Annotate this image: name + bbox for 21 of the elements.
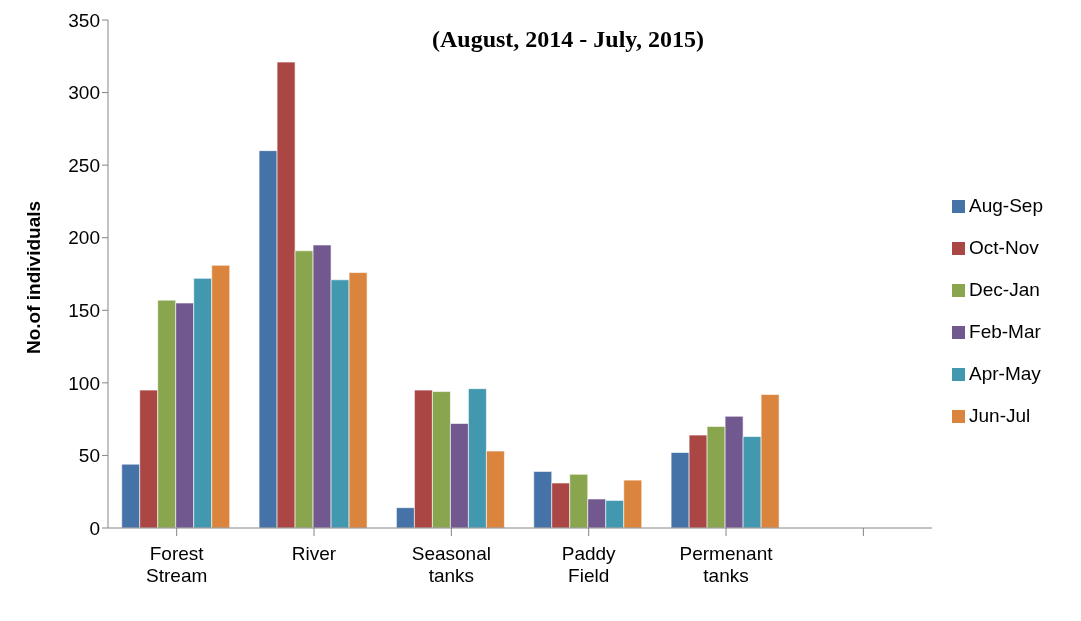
legend-label: Feb-Mar: [969, 320, 1041, 342]
x-tick-label: Forest Stream: [146, 543, 208, 586]
y-tick-label: 250: [68, 154, 100, 176]
y-tick-label: 200: [68, 227, 100, 249]
legend-label: Apr-May: [969, 362, 1041, 384]
chart-title: (August, 2014 - July, 2015): [431, 26, 705, 53]
y-tick-label: 350: [68, 9, 100, 31]
y-tick-label: 0: [89, 517, 100, 539]
legend-label: Oct-Nov: [969, 236, 1039, 258]
legend-label: Aug-Sep: [969, 194, 1043, 216]
x-tick-label: River: [291, 543, 337, 564]
x-tick-label: Seasonal tanks: [411, 543, 491, 586]
y-tick-label: 50: [78, 445, 100, 467]
legend-label: Dec-Jan: [969, 278, 1040, 300]
x-tick-label: Paddy Field: [561, 543, 617, 586]
x-tick-label: Permenant tanks: [679, 543, 774, 586]
y-tick-label: 100: [68, 372, 100, 394]
legend-label: Jun-Jul: [969, 404, 1031, 426]
y-axis-title: No.of individuals: [22, 200, 44, 354]
y-tick-label: 300: [68, 82, 100, 104]
y-tick-label: 150: [68, 300, 100, 322]
